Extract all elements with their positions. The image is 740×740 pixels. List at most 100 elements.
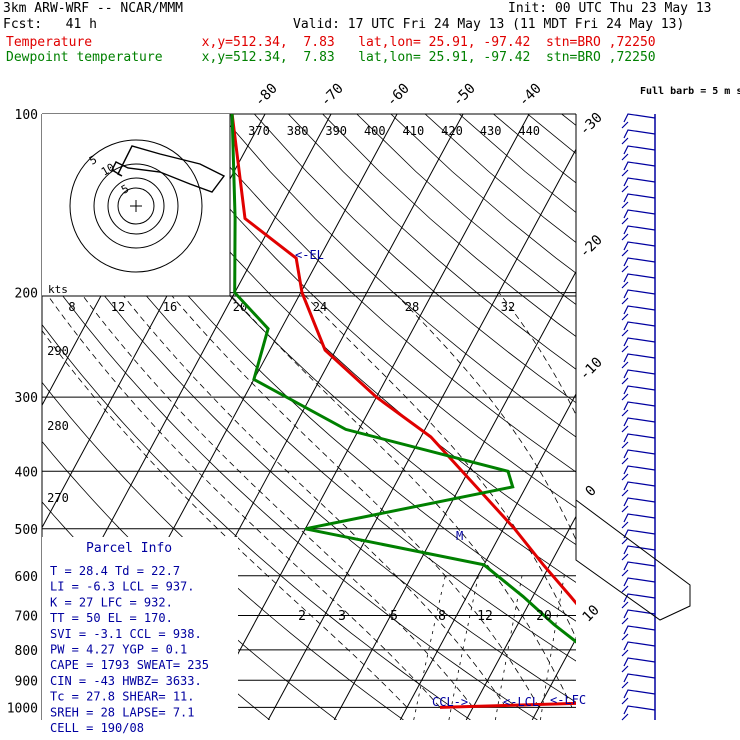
- isotherm-label: -60: [384, 81, 413, 110]
- mixing-ratio-label: 3: [338, 609, 346, 624]
- pressure-tick-label: 800: [15, 644, 38, 659]
- moist-adiabat-line: [228, 292, 573, 708]
- theta-left-label: 270: [47, 491, 69, 505]
- wind-barb: [621, 161, 656, 177]
- dry-adiabat-line: [493, 114, 576, 184]
- isotherm-label: -20: [577, 232, 606, 261]
- dry-adiabat-line: [42, 155, 576, 662]
- parcel-info-row: K = 27 LFC = 932.: [50, 595, 173, 609]
- isotherm-label: -40: [516, 81, 545, 110]
- isotherm-line: [598, 114, 740, 720]
- parcel-info-row: TT = 50 EL = 170.: [50, 611, 173, 625]
- theta-label: 380: [287, 124, 309, 138]
- hodograph-ring-label: 10: [99, 161, 117, 179]
- isotherm-line: [465, 515, 576, 720]
- parcel-info-row: PW = 4.27 YGP = 0.1: [50, 643, 187, 657]
- pressure-tick-label: 300: [15, 391, 38, 406]
- mixing-ratio-label: 2: [298, 609, 306, 624]
- wind-barb: [621, 129, 656, 145]
- pressure-tick-label: 100: [15, 108, 38, 123]
- wind-barb: [621, 465, 656, 481]
- parcel-info-row: CELL = 190/08: [50, 721, 144, 735]
- wind-barb: [621, 241, 656, 257]
- wind-barb: [621, 209, 656, 225]
- isotherm-label: 10: [580, 602, 603, 625]
- wind-barb: [621, 705, 656, 721]
- wind-barb: [621, 481, 656, 497]
- mixing-ratio-label: 20: [536, 609, 552, 624]
- mixing-ratio-label: 8: [438, 609, 446, 624]
- wind-barb: [621, 561, 656, 577]
- hodograph-ring: [69, 139, 203, 273]
- dry-adiabat-line: [458, 114, 576, 213]
- kts-label: kts: [48, 283, 68, 296]
- pressure-tick-label: 1000: [7, 701, 38, 716]
- dry-adiabat-line: [322, 114, 576, 338]
- valid-time: Valid: 17 UTC Fri 24 May 13 (11 MDT Fri …: [293, 17, 685, 32]
- wind-barb: [621, 417, 656, 433]
- wind-barb: [621, 497, 656, 513]
- parcel-info-row: CAPE = 1793 SWEAT= 235: [50, 658, 209, 672]
- wind-barb: [621, 337, 656, 353]
- theta-label: 400: [364, 124, 386, 138]
- dry-adiabat-line: [42, 211, 576, 703]
- model-title: 3km ARW-WRF -- NCAR/MMM: [3, 1, 184, 16]
- wind-barb: [621, 433, 656, 449]
- parcel-info-row: CIN = -43 HWBZ= 3633.: [50, 674, 202, 688]
- parcel-annotation: <-LFC: [550, 693, 586, 707]
- wind-barb: [621, 321, 656, 337]
- dry-adiabat-line: [254, 114, 576, 404]
- dry-adiabat-line: [48, 114, 576, 622]
- wind-barb: [621, 369, 656, 385]
- isotherm-line: [201, 114, 530, 720]
- wind-barb: [621, 449, 656, 465]
- theta-label: 420: [441, 124, 463, 138]
- isotherm-line: [0, 114, 1, 720]
- dry-adiabat-line: [83, 114, 576, 583]
- isotherm-label: -70: [318, 81, 347, 110]
- pressure-tick-label: 200: [15, 287, 38, 302]
- theta-label: 430: [480, 124, 502, 138]
- parcel-info-row: SREH = 28 LAPSE= 7.1: [50, 705, 195, 719]
- dry-adiabat-line: [219, 114, 576, 438]
- wind-barb: [621, 257, 656, 273]
- forecast-hour: Fcst: 41 h: [3, 17, 97, 32]
- dry-adiabat-line: [42, 267, 538, 720]
- dewpoint-legend: Dewpoint temperature x,y=512.34, 7.83 la…: [6, 50, 656, 65]
- isotherm-line: [399, 393, 576, 720]
- parcel-annotation: <-EL: [295, 248, 324, 262]
- moist-adiabat-line: [393, 292, 576, 541]
- wind-barb: [621, 529, 656, 545]
- wind-barb-legend: Full barb = 5 m s⁻¹: [640, 86, 740, 97]
- pressure-tick-label: 400: [15, 465, 38, 480]
- wind-barb: [621, 545, 656, 561]
- kts-scale-label: 24: [313, 300, 327, 314]
- wind-barb: [621, 113, 656, 129]
- dry-adiabat-line: [117, 114, 576, 546]
- parcel-info-box: [42, 537, 238, 720]
- dry-adiabat-line: [185, 114, 576, 473]
- pressure-tick-label: 500: [15, 523, 38, 538]
- pressure-tick-label: 600: [15, 570, 38, 585]
- theta-label: 440: [518, 124, 540, 138]
- theta-left-label: 280: [47, 419, 69, 433]
- init-time: Init: 00 UTC Thu 23 May 13: [508, 1, 712, 16]
- parcel-info-title: Parcel Info: [86, 541, 172, 556]
- wind-barb: [621, 513, 656, 529]
- kts-scale-label: 32: [501, 300, 515, 314]
- parcel-info-row: LI = -6.3 LCL = 937.: [50, 580, 195, 594]
- dry-adiabat-line: [151, 114, 576, 509]
- temperature-profile: [230, 114, 576, 709]
- wind-barb: [621, 609, 656, 625]
- wind-barb: [621, 225, 656, 241]
- wind-barb: [621, 673, 656, 689]
- right-frame-edge: [575, 499, 691, 621]
- wind-barb: [621, 641, 656, 657]
- parcel-annotation: CCL->: [432, 695, 468, 709]
- wind-barb: [621, 177, 656, 193]
- wind-barb: [621, 353, 656, 369]
- wind-barb: [621, 385, 656, 401]
- kts-scale-label: 8: [68, 300, 75, 314]
- parcel-annotation: <-LCL: [503, 695, 539, 709]
- isotherm-line: [664, 114, 740, 720]
